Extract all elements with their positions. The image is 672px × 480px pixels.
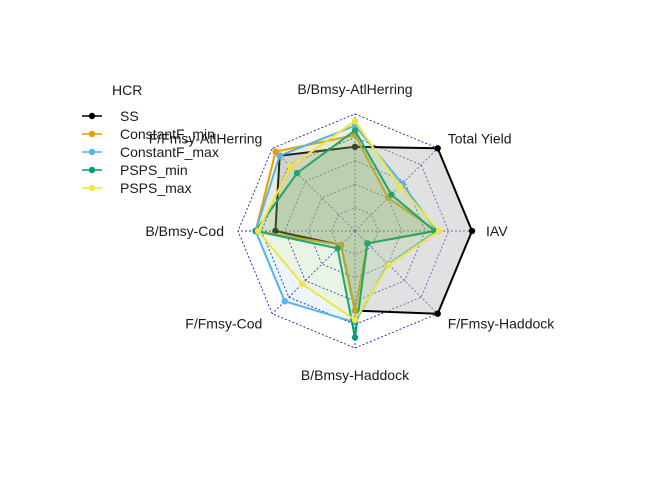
data-point	[351, 143, 359, 150]
axis-labels: B/Bmsy-AtlHerring Total Yield IAV F/Fmsy-Ha…	[145, 81, 555, 383]
legend-title: HCR	[112, 82, 142, 98]
data-point	[334, 245, 341, 252]
legend-swatch-point	[88, 184, 96, 192]
grid-spoke	[354, 230, 439, 315]
data-point	[351, 307, 359, 314]
grid-ring-5	[237, 113, 473, 349]
axis-label: F/Fmsy-AtlHerring	[149, 130, 263, 146]
axis-label: IAV	[486, 223, 508, 239]
grid-spoke	[271, 147, 356, 232]
data-point	[351, 117, 359, 125]
legend-swatch-point	[88, 148, 96, 156]
data-point	[351, 334, 359, 341]
legend-label: ConstantF_max	[120, 144, 219, 160]
legend-swatch-point	[88, 130, 96, 138]
legend: HCR SS ConstantF_min ConstantF_max PSPS_min…	[82, 82, 219, 196]
data-point	[434, 145, 441, 152]
legend-swatch-point	[88, 112, 96, 120]
data-point	[396, 183, 403, 190]
legend-swatch-point	[88, 166, 96, 174]
data-point	[272, 148, 279, 155]
data-point	[287, 163, 294, 170]
radar-series	[252, 117, 476, 341]
legend-label: PSPS_min	[120, 162, 188, 178]
data-point	[388, 191, 395, 198]
grid-spoke	[354, 147, 439, 232]
data-point	[351, 316, 359, 324]
data-point	[468, 227, 476, 235]
data-point	[434, 310, 441, 317]
legend-label: ConstantF_min	[120, 126, 215, 142]
data-point	[351, 127, 359, 134]
data-point	[293, 169, 301, 177]
legend-item: ConstantF_max	[82, 144, 219, 160]
legend-item: PSPS_min	[82, 162, 188, 178]
data-point	[364, 240, 371, 247]
axis-label: B/Bmsy-Haddock	[301, 367, 410, 383]
legend-label: PSPS_max	[120, 180, 192, 196]
legend-item: SS	[82, 108, 139, 124]
legend-label: SS	[120, 108, 139, 124]
legend-item: PSPS_max	[82, 180, 192, 196]
legend-item: ConstantF_min	[82, 126, 215, 142]
axis-label: F/Fmsy-Cod	[185, 316, 262, 332]
data-point	[436, 227, 443, 235]
data-point	[298, 280, 306, 288]
axis-label: B/Bmsy-Cod	[145, 223, 224, 239]
data-point	[272, 227, 279, 235]
data-point	[254, 227, 262, 235]
data-point	[276, 152, 283, 159]
series-PSPS_max	[254, 117, 443, 324]
data-point	[385, 261, 393, 269]
data-point	[281, 298, 288, 305]
axis-label: B/Bmsy-AtlHerring	[297, 81, 412, 97]
axis-label: Total Yield	[448, 130, 512, 146]
axis-label: F/Fmsy-Haddock	[448, 316, 556, 332]
